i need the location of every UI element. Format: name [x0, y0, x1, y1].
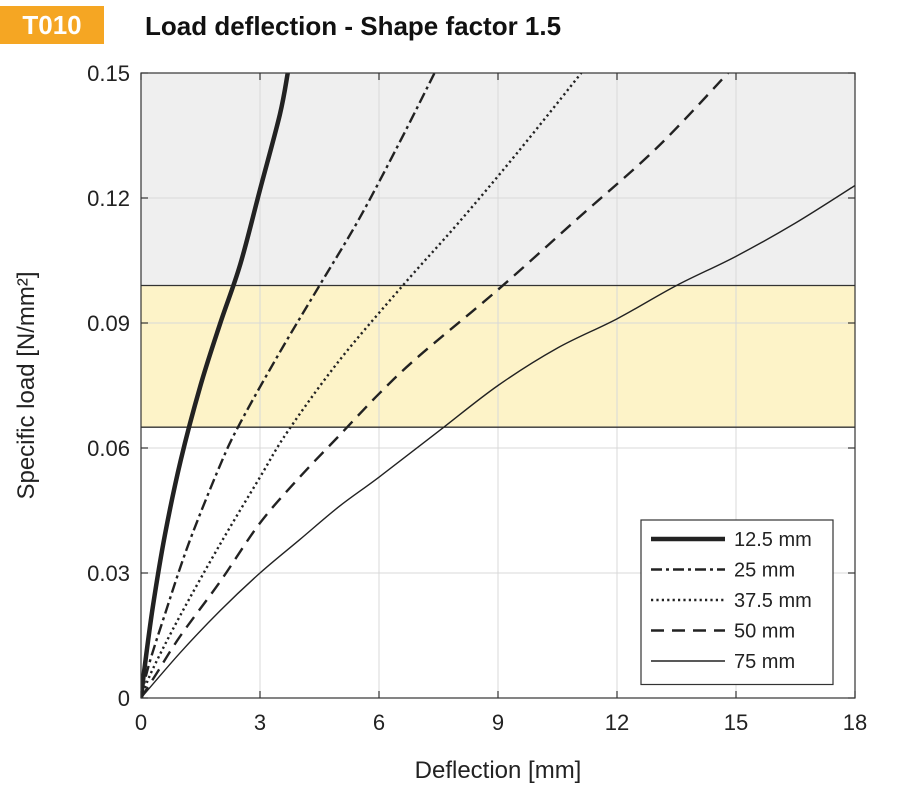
series-layer	[141, 73, 855, 698]
y-tick-label: 0.03	[87, 561, 130, 586]
y-tick-label: 0.06	[87, 436, 130, 461]
legend: 12.5 mm 25 mm 37.5 mm 50 mm 75 mm	[640, 519, 834, 686]
y-axis-label: Specific load [N/mm²]	[13, 271, 40, 499]
x-tick-label: 12	[605, 710, 629, 735]
ticks-layer: 0 3 6 9 12 15 18 0 0.03 0.06 0.09 0.12 0.15	[87, 61, 867, 735]
table-code-badge: T010	[0, 6, 104, 44]
legend-label: 75 mm	[734, 651, 795, 673]
legend-box	[640, 519, 834, 686]
x-tick-label: 3	[254, 710, 266, 735]
series-line-12-5-mm	[141, 73, 290, 698]
series-line-37-5-mm	[141, 73, 583, 698]
series-line-25-mm	[141, 73, 436, 698]
x-tick-label: 18	[843, 710, 867, 735]
y-tick-label: 0	[118, 686, 130, 711]
chart-title: Load deflection - Shape factor 1.5	[145, 11, 562, 41]
x-tick-label: 9	[492, 710, 504, 735]
legend-label: 37.5 mm	[734, 590, 812, 612]
series-line-75-mm	[141, 184, 855, 698]
y-tick-label: 0.09	[87, 311, 130, 336]
legend-label: 50 mm	[734, 621, 795, 643]
legend-label: 25 mm	[734, 560, 795, 582]
series-line-50-mm	[141, 73, 729, 698]
y-tick-label: 0.12	[87, 186, 130, 211]
x-axis-label: Deflection [mm]	[415, 757, 582, 784]
y-tick-label: 0.15	[87, 61, 130, 86]
legend-label: 12.5 mm	[734, 529, 812, 551]
x-tick-label: 6	[373, 710, 385, 735]
x-tick-label: 0	[135, 710, 147, 735]
x-tick-label: 15	[724, 710, 748, 735]
